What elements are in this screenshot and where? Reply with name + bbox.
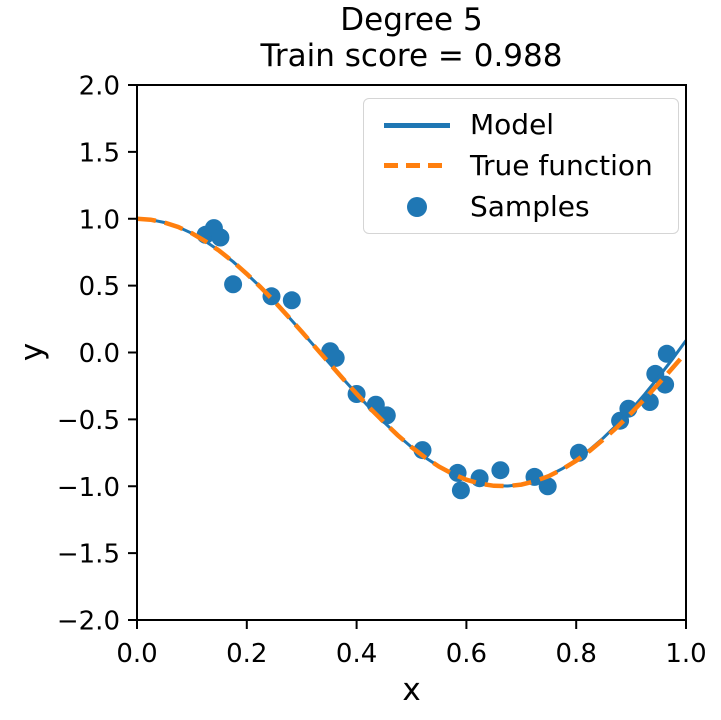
y-tick-label: 0.0 (79, 339, 120, 369)
y-tick-label: −1.0 (57, 473, 120, 503)
sample-point (211, 228, 230, 247)
title-line-2: Train score = 0.988 (260, 38, 563, 74)
x-axis-label: x (402, 672, 421, 708)
x-tick-label: 0.8 (556, 639, 597, 669)
sample-point (224, 275, 243, 294)
chart-title: Degree 5 Train score = 0.988 (137, 2, 686, 74)
sample-point (451, 481, 470, 500)
circle-marker-icon (364, 196, 470, 217)
sample-point (326, 348, 345, 367)
legend: Model True function Samples (363, 98, 679, 234)
sample-point (569, 443, 588, 462)
legend-label-samples: Samples (470, 189, 590, 223)
x-tick-label: 0.2 (226, 639, 267, 669)
y-tick-label: 0.5 (79, 272, 120, 302)
sample-point (282, 291, 301, 310)
legend-entry-model: Model (364, 105, 668, 145)
y-tick-label: −1.5 (57, 540, 120, 570)
legend-label-model: Model (470, 108, 555, 142)
y-tick-label: −2.0 (57, 607, 120, 637)
x-tick-label: 0.6 (446, 639, 487, 669)
legend-label-true-function: True function (470, 148, 653, 182)
sample-point (538, 477, 557, 496)
x-tick-label: 1.0 (665, 639, 706, 669)
title-line-1: Degree 5 (340, 2, 483, 38)
x-tick-label: 0.0 (116, 639, 157, 669)
y-tick-label: 2.0 (79, 72, 120, 102)
sample-point (491, 461, 510, 480)
legend-entry-true-function: True function (364, 146, 668, 186)
model-line-icon (364, 122, 470, 128)
y-axis-label: y (14, 342, 50, 362)
y-tick-label: 1.0 (79, 205, 120, 235)
sample-point (640, 393, 659, 411)
x-tick-label: 0.4 (336, 639, 377, 669)
dashed-line-icon (364, 163, 470, 169)
y-tick-label: −0.5 (57, 406, 120, 436)
legend-entry-samples: Samples (364, 187, 668, 227)
y-tick-label: 1.5 (79, 138, 120, 168)
true-function-line (137, 216, 686, 489)
